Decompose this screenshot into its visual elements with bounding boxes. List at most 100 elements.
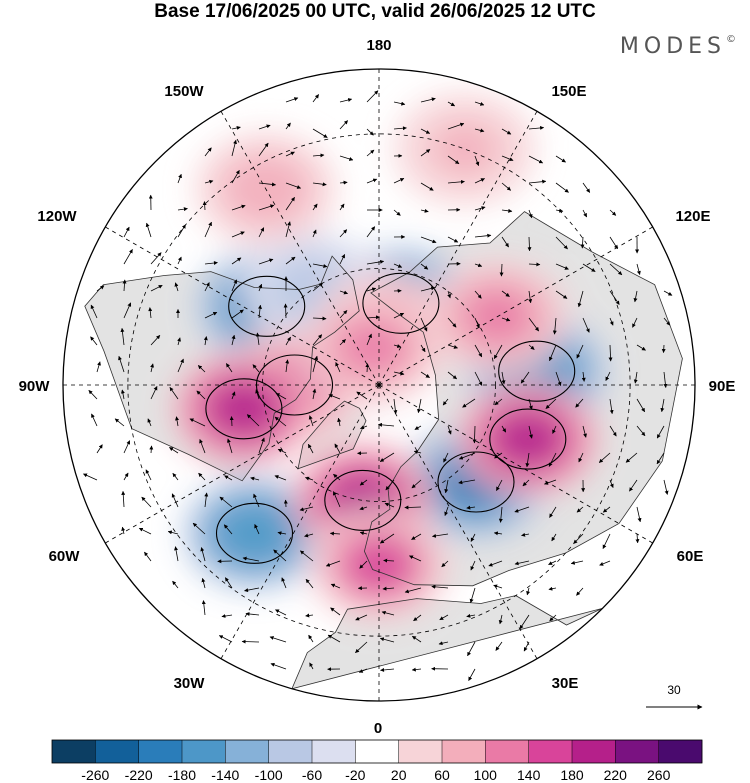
wind-vector (359, 560, 368, 569)
wind-vector (339, 339, 346, 346)
wind-vector (250, 476, 260, 481)
wind-vector (474, 371, 483, 386)
wind-vector (245, 611, 260, 616)
wind-vector (420, 263, 429, 270)
wind-vector (582, 182, 591, 193)
wind-vector (656, 452, 665, 465)
wind-vector (339, 98, 353, 103)
wind-vector (312, 128, 328, 138)
wind-vector (281, 577, 287, 589)
wind-vector (609, 425, 617, 437)
wind-vector (431, 584, 449, 589)
wind-vector (609, 263, 623, 276)
wind-vector (339, 229, 348, 238)
wind-vector (447, 371, 458, 380)
wind-vector (522, 479, 530, 487)
wind-vector (150, 284, 163, 292)
wind-vector (197, 365, 206, 373)
longitude-labels: 180 0 90W 90E 150W 120W 60W 30W 150E 120… (19, 37, 736, 737)
wind-vector (192, 522, 206, 535)
colorbar-tick-label: 260 (647, 767, 671, 783)
wind-vector (545, 398, 557, 409)
wind-vector (393, 398, 398, 415)
wind-vector (312, 355, 319, 373)
wind-vector (355, 641, 368, 653)
wind-vector (196, 390, 206, 400)
wind-vector (147, 418, 152, 427)
wind-vector (312, 334, 323, 346)
wind-vector (528, 344, 535, 350)
wind-vector (325, 560, 341, 567)
wind-vector (312, 388, 317, 400)
wind-vector (177, 224, 186, 238)
wind-vector (441, 560, 449, 568)
wind-vector (333, 473, 341, 481)
wind-vector (339, 290, 348, 295)
wind-vector (501, 425, 507, 433)
wind-vector (474, 178, 485, 184)
wind-vector (521, 532, 530, 537)
wind-vector (420, 149, 431, 157)
wind-vector (573, 533, 584, 544)
wind-vector (576, 344, 584, 359)
wind-vector (499, 263, 504, 277)
wind-vector (201, 600, 206, 616)
wind-vector (285, 256, 296, 265)
contour-low-europe (437, 451, 515, 513)
wind-vector (366, 149, 375, 157)
lon-label-120w: 120W (37, 208, 77, 225)
wind-vector (570, 560, 584, 565)
wind-vector (258, 124, 271, 130)
wind-vector (625, 452, 638, 463)
wind-vector (636, 263, 641, 275)
wind-vector (420, 344, 426, 353)
wind-vector (308, 415, 314, 427)
wind-vector (231, 279, 238, 292)
wind-vector (528, 425, 533, 439)
colorbar-swatch (572, 740, 616, 763)
wind-vector (304, 533, 314, 538)
wind-vector (498, 614, 503, 625)
wind-vector (633, 371, 638, 384)
wind-vector (231, 139, 237, 157)
wind-vector (663, 290, 673, 296)
colorbar-swatch (312, 740, 356, 763)
wind-vector (258, 182, 276, 187)
wind-vector (501, 371, 506, 385)
wind-vector (474, 290, 482, 299)
colorbar-swatch (398, 740, 443, 763)
contour-high-scandi (324, 469, 402, 531)
wind-vector (360, 425, 368, 430)
wind-vector (514, 560, 530, 566)
map-title: Base 17/06/2025 00 UTC, valid 26/06/2025… (154, 1, 596, 22)
wind-vector (277, 448, 287, 454)
wind-vector (225, 363, 233, 373)
colorbar-tick-label: 180 (560, 767, 584, 783)
wind-vector (447, 317, 457, 328)
wind-vector (555, 155, 566, 163)
parallel-30 (127, 133, 631, 637)
wind-vector (231, 257, 242, 265)
wind-vector (468, 668, 476, 681)
wind-vector (308, 634, 314, 643)
wind-vector (493, 584, 503, 589)
wind-vector (312, 94, 320, 103)
wind-vector (312, 316, 327, 321)
wind-vector (312, 229, 317, 238)
wind-vector (231, 391, 236, 400)
wind-vector (356, 391, 368, 400)
wind-vectors (83, 90, 673, 681)
wind-vector (581, 371, 586, 382)
wind-vector (393, 209, 401, 216)
wind-vector (474, 101, 485, 106)
wind-vector (204, 282, 210, 292)
wind-vector (255, 332, 260, 346)
wind-vector (404, 587, 422, 594)
wind-vector (144, 551, 152, 562)
wind-vector (474, 317, 480, 329)
wind-vector (555, 371, 562, 386)
wind-vector (339, 180, 348, 185)
wind-vector (138, 527, 152, 535)
wind-vector (359, 531, 368, 536)
wind-vector (231, 169, 240, 184)
